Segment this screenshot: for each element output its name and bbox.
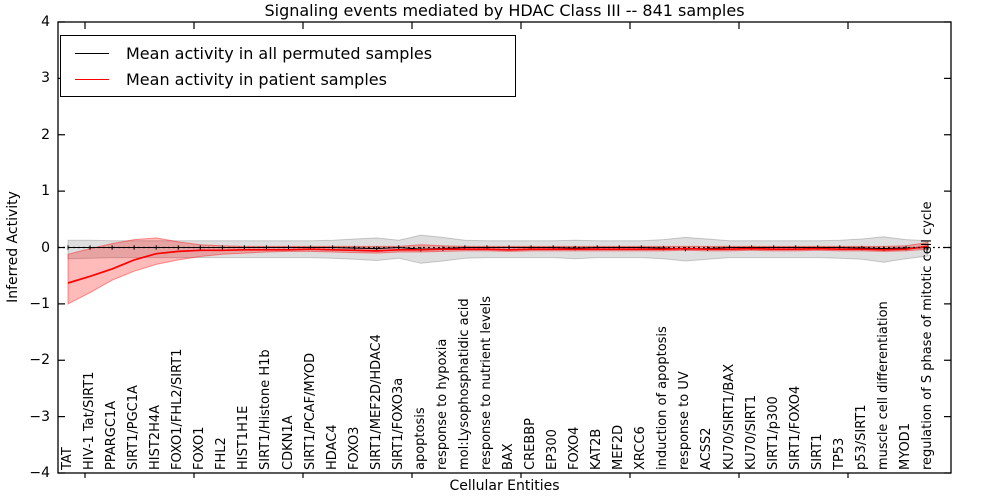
y-tick-label: 4	[41, 14, 50, 30]
y-tick-label: 0	[41, 239, 50, 256]
x-tick-label: HIST2H4A	[148, 404, 164, 470]
x-tick-label: mol:Lysophosphatidic acid	[456, 298, 472, 470]
x-tick-label: FOXO4	[567, 426, 583, 470]
legend-item-permuted: Mean activity in all permuted samples	[61, 44, 515, 63]
x-tick-label: KU70/SIRT1	[743, 395, 759, 470]
x-tick-label: CREBBP	[523, 418, 539, 470]
x-tick-label: SIRT1/p300	[765, 396, 781, 470]
x-tick-label: MYOD1	[897, 423, 913, 470]
x-axis-label: Cellular Entities	[449, 478, 560, 494]
x-tick-label: SIRT1/MEF2D/HDAC4	[368, 334, 384, 470]
x-tick-label: TAT	[60, 447, 75, 470]
x-tick-label: HIV-1 Tat/SIRT1	[82, 371, 98, 470]
legend-label-patient: Mean activity in patient samples	[126, 69, 387, 89]
x-tick-label: CDKN1A	[280, 415, 296, 470]
x-tick-label: SIRT1/PGC1A	[126, 385, 142, 470]
x-tick-label: FOXO1	[192, 426, 208, 470]
x-tick-label: HDAC4	[324, 424, 340, 470]
x-tick-label: p53/SIRT1	[853, 404, 869, 470]
x-tick-label: SIRT1/FOXO4	[787, 385, 803, 470]
x-tick-label: muscle cell differentiation	[875, 301, 891, 470]
x-tick-label: BAX	[501, 443, 517, 470]
x-tick-label: XRCC6	[633, 426, 649, 470]
legend: Mean activity in all permuted samples Me…	[60, 35, 516, 97]
chart-title: Signaling events mediated by HDAC Class …	[264, 1, 745, 20]
y-tick-label: −3	[29, 408, 50, 425]
y-tick-label: −1	[29, 295, 50, 312]
x-tick-label: KU70/SIRT1/BAX	[721, 363, 737, 470]
x-tick-label: response to hypoxia	[434, 338, 450, 470]
x-tick-label: FOXO1/FHL2/SIRT1	[170, 348, 186, 470]
x-tick-label: response to nutrient levels	[478, 295, 494, 470]
y-tick-label: 1	[41, 183, 50, 200]
x-tick-label: EP300	[545, 429, 561, 470]
x-tick-label: FOXO3	[346, 426, 362, 470]
x-tick-label: TP53	[831, 437, 847, 470]
legend-label-permuted: Mean activity in all permuted samples	[126, 43, 433, 63]
x-tick-label: SIRT1/FOXO3a	[390, 377, 406, 470]
y-tick-label: −4	[29, 465, 50, 481]
x-tick-label: response to UV	[677, 371, 693, 470]
x-tick-label: SIRT1/PCAF/MYOD	[302, 352, 318, 470]
x-tick-label: regulation of S phase of mitotic cell cy…	[920, 201, 935, 470]
x-tick-label: ACSS2	[699, 427, 715, 470]
legend-line-sample-black-icon	[75, 52, 109, 54]
legend-item-patient: Mean activity in patient samples	[61, 70, 515, 89]
x-tick-label: SIRT1/Histone H1b	[258, 349, 274, 470]
y-tick-label: 3	[41, 70, 50, 87]
legend-line-sample-red-icon	[75, 78, 109, 80]
x-tick-label: induction of apoptosis	[655, 326, 671, 470]
x-tick-label: MEF2D	[611, 424, 627, 470]
x-tick-label: KAT2B	[589, 428, 605, 470]
y-tick-label: 2	[41, 126, 50, 143]
patient-mean-line	[67, 245, 929, 284]
y-tick-label: −2	[29, 352, 50, 369]
x-tick-label: FHL2	[214, 437, 230, 470]
x-tick-label: PPARGC1A	[104, 400, 120, 470]
x-tick-label: apoptosis	[412, 407, 428, 470]
x-tick-label: HIST1H1E	[236, 405, 252, 470]
x-tick-label: SIRT1	[809, 433, 825, 470]
